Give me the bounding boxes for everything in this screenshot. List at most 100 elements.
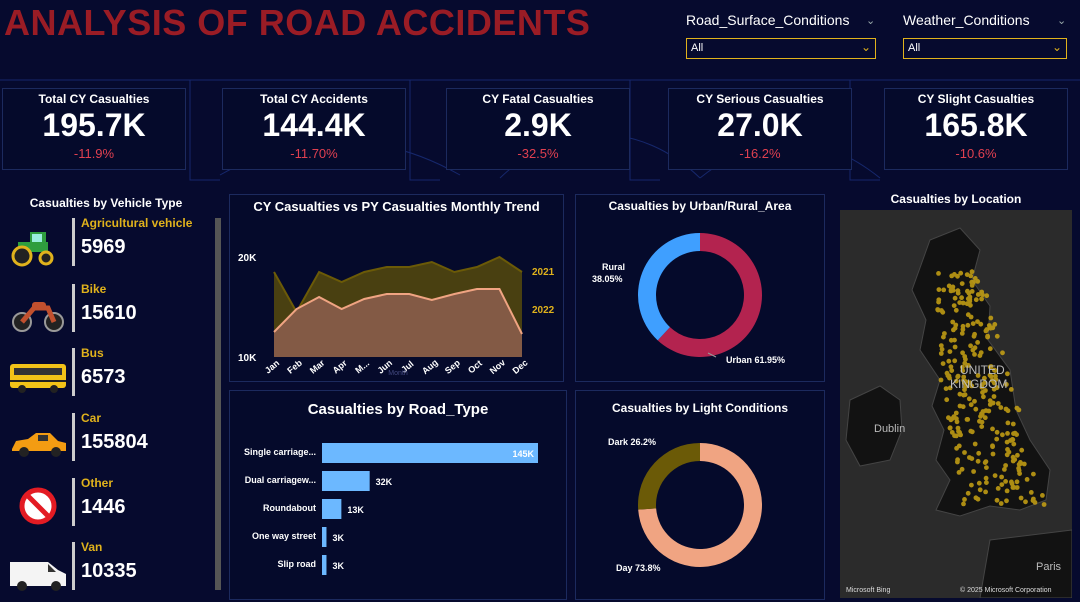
map-dot: [947, 349, 953, 354]
map-dot: [968, 343, 973, 349]
series-label: 2021: [532, 267, 555, 278]
bar-value-label: 13K: [347, 505, 364, 515]
map-dot: [1002, 467, 1007, 472]
x-tick-label: Oct: [466, 358, 484, 375]
vehicle-scrollbar[interactable]: [215, 218, 221, 590]
map-dot: [979, 289, 985, 295]
map-dot: [936, 297, 942, 303]
divider-bar: [72, 542, 75, 590]
map-dot: [969, 429, 975, 435]
prohibited-icon: [19, 487, 57, 525]
divider-bar: [72, 348, 75, 396]
map-dot: [972, 398, 977, 404]
map-label-united: UNITED: [960, 363, 1005, 377]
map-dot: [1003, 463, 1008, 468]
map-dot: [984, 327, 990, 332]
map-dot: [944, 370, 950, 376]
category-label: Single carriage...: [244, 447, 316, 457]
donut-slice: [638, 233, 700, 341]
car-icon: [12, 433, 66, 457]
map-dot: [999, 482, 1005, 487]
map-dot: [969, 279, 975, 285]
bing-logo-text: Microsoft Bing: [846, 587, 890, 594]
vehicle-value: 155804: [81, 431, 148, 453]
uk-map[interactable]: UNITED KINGDOM Dublin Paris Microsoft Bi…: [840, 210, 1072, 598]
map-dot: [986, 323, 992, 328]
map-dot: [979, 296, 984, 302]
map-dot: [940, 361, 946, 366]
bus-icon: [10, 364, 66, 393]
map-dot: [960, 300, 966, 306]
map-dot: [991, 380, 997, 386]
trend-chart-panel: CY Casualties vs PY Casualties Monthly T…: [229, 194, 564, 382]
map-dot: [990, 444, 995, 450]
map-dot: [971, 333, 977, 339]
chevron-down-icon[interactable]: ⌄: [1057, 15, 1067, 27]
map-dot: [946, 415, 951, 421]
weather-dropdown[interactable]: All ⌄: [903, 38, 1067, 59]
map-dot: [1004, 452, 1010, 458]
road-surface-slicer[interactable]: Road_Surface_Conditions ⌄ All ⌄: [686, 12, 876, 59]
bar-value-label: 3K: [332, 561, 344, 571]
map-dot: [1010, 458, 1016, 464]
map-dot: [1000, 350, 1005, 356]
map-dot: [947, 385, 953, 391]
map-dot: [965, 490, 971, 496]
map-dot: [960, 368, 966, 374]
map-dot: [987, 398, 993, 404]
map-dot: [952, 358, 958, 364]
slice-label-dark: Dark 26.2%: [608, 437, 656, 447]
map-dot: [955, 273, 960, 279]
map-dot: [960, 364, 965, 370]
kpi-value: 195.7K: [42, 107, 146, 143]
map-dot: [1004, 488, 1010, 494]
x-tick-label: Sep: [443, 357, 462, 376]
map-dot: [1005, 431, 1010, 436]
chevron-down-icon[interactable]: ⌄: [866, 15, 876, 27]
map-dot: [973, 495, 979, 501]
kpi-delta: -32.5%: [517, 146, 559, 161]
map-label-paris: Paris: [1036, 561, 1062, 573]
map-dot: [988, 315, 994, 321]
map-dot: [953, 410, 959, 416]
series-label: 2022: [532, 305, 555, 316]
bar-value-label: 32K: [376, 477, 393, 487]
map-dot: [986, 408, 992, 414]
map-label-kingdom: KINGDOM: [950, 377, 1007, 391]
light-chart-panel: Casualties by Light Conditions Dark 26.2…: [575, 390, 825, 600]
leader-line: [707, 352, 717, 358]
chevron-down-icon: ⌄: [860, 40, 871, 54]
map-dot: [969, 456, 975, 461]
map-dot: [967, 380, 973, 386]
map-dot: [990, 426, 995, 432]
map-dot: [960, 323, 966, 329]
map-dot: [970, 321, 976, 326]
map-dot: [951, 327, 956, 333]
x-tick-label: M...: [353, 358, 371, 375]
map-dot: [1028, 490, 1034, 495]
map-dot: [984, 480, 989, 485]
vehicle-value: 10335: [81, 560, 137, 582]
map-dot: [993, 373, 998, 379]
map-dot: [991, 394, 997, 399]
map-dot: [956, 443, 962, 449]
weather-slicer[interactable]: Weather_Conditions ⌄ All ⌄: [903, 12, 1067, 59]
x-axis-label: Month: [388, 370, 408, 377]
series-line-2022: [273, 288, 523, 335]
map-dot: [1018, 495, 1024, 501]
urban-chart-title: Casualties by Urban/Rural_Area: [608, 199, 792, 213]
map-dot: [953, 307, 959, 313]
x-tick-label: Aug: [420, 357, 440, 376]
map-dot: [984, 465, 989, 470]
road-surface-dropdown[interactable]: All ⌄: [686, 38, 876, 59]
map-dot: [1003, 479, 1008, 484]
vehicle-value: 15610: [81, 302, 137, 324]
map-dot: [979, 419, 985, 425]
map-dot: [1000, 432, 1005, 438]
van-icon: [10, 562, 66, 591]
map-title: Casualties by Location: [890, 192, 1022, 206]
x-tick-label: Mar: [308, 357, 327, 375]
map-dot: [1004, 498, 1009, 504]
map-dot: [1021, 461, 1027, 467]
bar: [322, 555, 327, 575]
